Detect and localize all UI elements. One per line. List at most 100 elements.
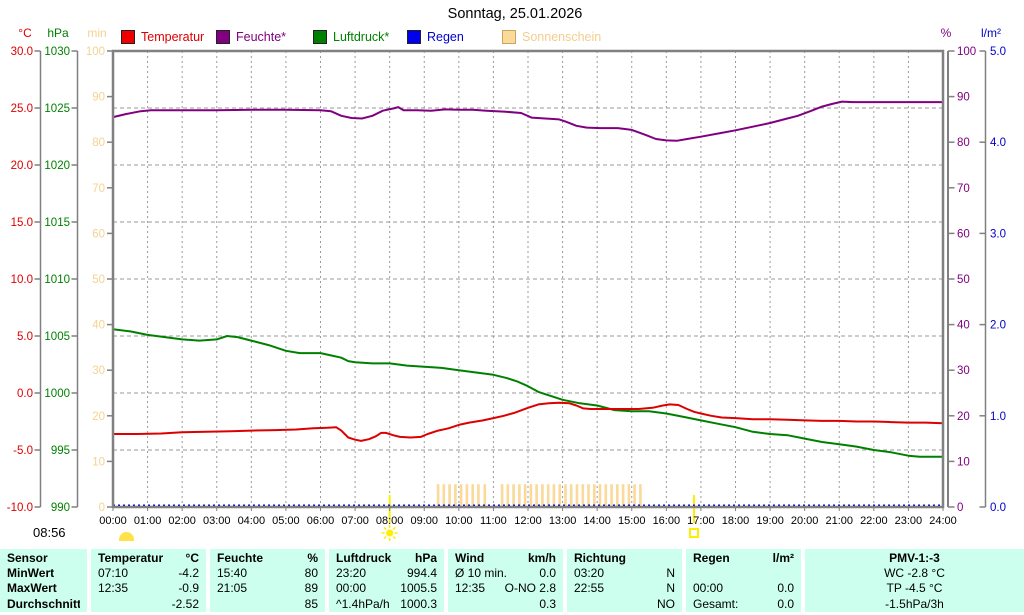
celsius-tick-label: 30.0 bbox=[11, 46, 33, 58]
axis-label-lm2: l/m² bbox=[981, 26, 1001, 40]
sunshine-bar bbox=[512, 484, 515, 507]
sunrise-sun-icon bbox=[386, 529, 394, 537]
minutes-tick-label: 10 bbox=[92, 456, 105, 468]
stats-cell-row: 23:20 994.4 bbox=[336, 565, 437, 580]
axis-label-celsius: °C bbox=[18, 26, 32, 40]
hpa-tick-label: 990 bbox=[51, 502, 70, 514]
stats-cell-row: 07:10 -4.2 bbox=[98, 565, 199, 580]
feuchte-line bbox=[112, 100, 943, 142]
x-tick-label: 01:00 bbox=[134, 515, 162, 527]
celsius-tick-label: -10.0 bbox=[7, 502, 33, 514]
percent-tick-label: 80 bbox=[957, 137, 970, 149]
temperatur-line bbox=[113, 401, 944, 442]
legend-item-luftdruck: Luftdruck* bbox=[313, 30, 389, 44]
hpa-tick-label: 1000 bbox=[44, 388, 70, 400]
sunshine-bar bbox=[471, 484, 474, 507]
sunshine-bar bbox=[535, 484, 538, 507]
hpa-tick-label: 1020 bbox=[44, 160, 70, 172]
sunshine-bar bbox=[593, 484, 596, 507]
stats-header: Luftdruck hPa bbox=[336, 550, 437, 565]
x-tick-label: 22:00 bbox=[860, 515, 888, 527]
stats-cell-row: 21:05 89 bbox=[217, 581, 318, 596]
sunshine-bar bbox=[616, 484, 619, 507]
stats-cell-row: ^1.4hPa/h 1000.3 bbox=[336, 596, 437, 611]
lm2-tick-label: 0.0 bbox=[990, 502, 1006, 514]
celsius-tick-label: 10.0 bbox=[11, 274, 33, 286]
sunshine-bar bbox=[575, 484, 579, 507]
stats-cell-row: 00:00 0.0 bbox=[693, 581, 794, 596]
legend-label: Sonnenschein bbox=[522, 30, 602, 44]
sunshine-bar bbox=[529, 484, 533, 507]
lm2-tick-label: 4.0 bbox=[990, 137, 1006, 149]
sunshine-bar bbox=[518, 484, 521, 507]
celsius-tick-label: 25.0 bbox=[11, 103, 33, 115]
sunshine-bar bbox=[506, 484, 510, 507]
percent-tick-label: 20 bbox=[957, 411, 970, 423]
sunshine-bar bbox=[541, 484, 544, 507]
stats-col-richtung: Richtung 03:20 N 22:55 N NO bbox=[567, 549, 682, 612]
sunshine-bar bbox=[610, 484, 613, 507]
sunset-marker-icon bbox=[689, 528, 699, 538]
lm2-tick-label: 2.0 bbox=[990, 320, 1006, 332]
legend-item-sonnenschein: Sonnenschein bbox=[502, 30, 601, 44]
x-tick-label: 23:00 bbox=[895, 515, 923, 527]
stats-header: Feuchte% bbox=[217, 550, 318, 565]
x-tick-label: 05:00 bbox=[272, 515, 300, 527]
sunshine-bar bbox=[581, 484, 585, 507]
sunshine-bar bbox=[552, 484, 556, 507]
sunshine-bar bbox=[587, 484, 590, 507]
percent-tick-label: 60 bbox=[957, 228, 970, 240]
axis-label-minutes: min bbox=[87, 26, 107, 40]
page-title: Sonntag, 25.01.2026 bbox=[447, 6, 583, 22]
x-tick-label: 19:00 bbox=[756, 515, 784, 527]
sun-ray bbox=[383, 536, 387, 540]
minutes-tick-label: 60 bbox=[92, 228, 105, 240]
sunshine-bar bbox=[459, 484, 463, 507]
sunshine-bar bbox=[564, 484, 567, 507]
sunshine-bar bbox=[639, 484, 642, 507]
stats-cell-row: -2.52 bbox=[171, 596, 199, 611]
x-tick-label: 24:00 bbox=[929, 515, 957, 527]
sunshine-bar bbox=[604, 484, 608, 507]
sunshine-bar bbox=[442, 484, 446, 507]
celsius-tick-label: 15.0 bbox=[11, 217, 33, 229]
celsius-tick-label: 5.0 bbox=[17, 331, 33, 343]
sunshine-bar bbox=[454, 484, 457, 507]
sunshine-bar bbox=[633, 484, 636, 507]
minutes-tick-label: 50 bbox=[92, 274, 105, 286]
stats-cell: TP -4.5 °C bbox=[886, 581, 943, 596]
sunshine-bar bbox=[627, 484, 631, 507]
sunshine-bar bbox=[500, 484, 504, 507]
percent-tick-label: 90 bbox=[957, 92, 970, 104]
stats-col-wind: Wind km/h Ø 10 min. 0.0 12:35 O-NO 2.8 0.3 bbox=[448, 549, 563, 612]
sunshine-bar bbox=[546, 484, 550, 507]
x-tick-label: 10:00 bbox=[445, 515, 473, 527]
sunshine-bar bbox=[436, 484, 440, 507]
feuchte-swatch-icon bbox=[216, 30, 230, 44]
sunshine-bar bbox=[621, 484, 625, 507]
stats-header: PMV-1:-3 bbox=[889, 550, 940, 565]
x-tick-label: 07:00 bbox=[341, 515, 369, 527]
sunshine-bar bbox=[569, 484, 573, 507]
stats-cell-row: 85 bbox=[304, 596, 318, 611]
legend-label: Temperatur bbox=[141, 30, 205, 44]
stats-col-temperatur: Temperatur °C 07:10 -4.2 12:35 -0.9 -2.52 bbox=[91, 549, 206, 612]
stats-col-pmv-1-3: PMV-1:-3 WC -2.8 °C TP -4.5 °C -1.5hPa/3h bbox=[805, 549, 1024, 612]
legend-label: Regen bbox=[427, 30, 464, 44]
lm2-tick-label: 1.0 bbox=[990, 411, 1006, 423]
stats-header: Temperatur °C bbox=[98, 550, 199, 565]
minutes-tick-label: 80 bbox=[92, 137, 105, 149]
stats-col-sensor: Sensor MinWert MaxWert Durchschnitt bbox=[0, 549, 87, 612]
axis-label-hpa: hPa bbox=[47, 26, 69, 40]
legend-label: Luftdruck* bbox=[333, 30, 390, 44]
stats-cell-row: 15:40 80 bbox=[217, 565, 318, 580]
x-tick-label: 15:00 bbox=[618, 515, 646, 527]
stats-cell-row: 0.3 bbox=[539, 596, 556, 611]
percent-tick-label: 30 bbox=[957, 365, 970, 377]
stats-col-regen: Regen l/m² 00:00 0.0 Gesamt: 0.0 bbox=[686, 549, 801, 612]
sun-ray bbox=[383, 526, 387, 530]
stats-header: Regen l/m² bbox=[693, 550, 794, 565]
x-tick-label: 04:00 bbox=[238, 515, 266, 527]
sonnenschein-swatch-icon bbox=[502, 30, 516, 44]
